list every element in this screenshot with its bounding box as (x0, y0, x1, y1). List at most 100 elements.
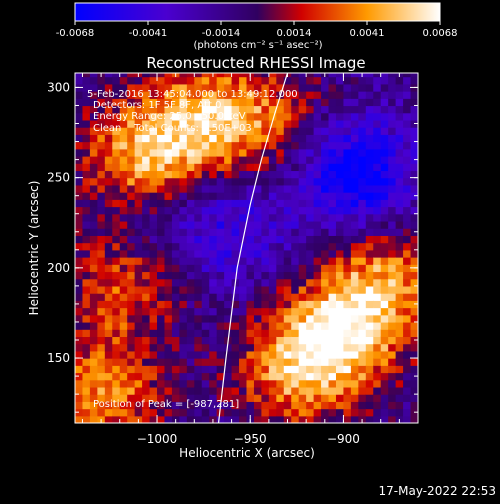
heatmap-cell (350, 119, 359, 128)
heatmap-cell (261, 271, 270, 280)
heatmap-cell (171, 170, 180, 179)
heatmap-cell (209, 321, 218, 330)
heatmap-cell (328, 112, 337, 121)
heatmap-cell (321, 285, 330, 294)
heatmap-cell (231, 394, 240, 402)
heatmap-cell (82, 199, 91, 208)
heatmap-cell (261, 98, 270, 107)
heatmap-cell (239, 134, 248, 143)
heatmap-cell (246, 372, 255, 381)
heatmap-cell (253, 206, 263, 215)
heatmap-cell (306, 394, 315, 402)
heatmap-cell (313, 271, 322, 280)
heatmap-cell (186, 365, 195, 374)
heatmap-cell (388, 134, 397, 143)
heatmap-cell (134, 343, 143, 352)
heatmap-cell (365, 401, 374, 410)
heatmap-cell (380, 372, 389, 381)
heatmap-cell (276, 213, 285, 222)
heatmap-cell (283, 228, 292, 236)
heatmap-cell (89, 192, 98, 200)
heatmap-cell (388, 213, 397, 222)
heatmap-cell (276, 271, 285, 280)
heatmap-cell (194, 249, 203, 258)
heatmap-cell (112, 372, 121, 381)
x-tick-label: −900 (327, 432, 360, 446)
heatmap-cell (194, 163, 203, 172)
heatmap-cell (388, 394, 397, 402)
heatmap-cell (328, 271, 337, 280)
heatmap-cell (224, 206, 233, 215)
heatmap-cell (239, 184, 248, 193)
heatmap-cell (321, 329, 330, 338)
heatmap-cell (350, 278, 359, 287)
heatmap-cell (104, 343, 113, 352)
heatmap-cell (119, 105, 128, 114)
heatmap-cell (127, 264, 136, 273)
heatmap-cell (119, 314, 128, 323)
heatmap-cell (186, 141, 195, 150)
heatmap-cell (335, 134, 345, 143)
heatmap-cell (201, 379, 210, 388)
heatmap-cell (395, 155, 404, 164)
heatmap-cell (104, 112, 113, 121)
heatmap-cell (321, 271, 330, 280)
heatmap-cell (149, 112, 158, 121)
heatmap-cell (365, 235, 374, 244)
heatmap-cell (194, 235, 203, 244)
heatmap-cell (261, 206, 270, 215)
heatmap-cell (134, 408, 143, 417)
heatmap-cell (186, 228, 195, 236)
heatmap-cell (380, 386, 389, 395)
heatmap-cell (388, 257, 397, 265)
heatmap-cell (313, 257, 322, 265)
heatmap-cell (127, 73, 136, 78)
heatmap-cell (403, 192, 412, 200)
x-axis-ticks: −1000 −950 −900 (81, 73, 419, 446)
heatmap-cell (201, 184, 210, 193)
heatmap-cell (201, 365, 210, 374)
heatmap-cell (201, 329, 210, 338)
heatmap-cell (186, 184, 195, 193)
heatmap-cell (97, 206, 106, 215)
heatmap-cell (388, 321, 397, 330)
heatmap-cell (164, 408, 173, 417)
heatmap-cell (380, 112, 389, 121)
heatmap-cell (403, 264, 412, 273)
heatmap-cell (209, 98, 218, 107)
heatmap-cell (82, 148, 91, 157)
heatmap-cell (283, 379, 292, 388)
heatmap-cell (89, 401, 98, 410)
heatmap-cell (239, 249, 248, 258)
heatmap-cell (194, 141, 203, 150)
heatmap-cell (261, 343, 270, 352)
heatmap-cell (373, 293, 382, 301)
heatmap-cell (403, 307, 412, 316)
heatmap-cell (298, 105, 307, 114)
heatmap-cell (89, 257, 98, 265)
heatmap-cell (343, 293, 352, 301)
heatmap-cell (142, 192, 151, 200)
heatmap-cell (179, 336, 188, 345)
heatmap-cell (171, 98, 180, 107)
heatmap-cell (186, 112, 195, 121)
heatmap-cell (134, 235, 143, 244)
heatmap-cell (89, 285, 98, 294)
plot-frame (74, 72, 419, 424)
heatmap-cell (164, 365, 173, 374)
heatmap-cell (186, 105, 195, 114)
heatmap-cell (365, 127, 374, 135)
heatmap-cell (82, 372, 91, 381)
heatmap-cell (365, 358, 374, 366)
heatmap-cell (231, 271, 240, 280)
heatmap-cell (261, 415, 270, 423)
heatmap-cell (224, 365, 233, 374)
heatmap-cell (179, 264, 188, 273)
heatmap-cell (343, 206, 352, 215)
heatmap-cell (104, 271, 113, 280)
heatmap-cell (298, 155, 307, 164)
heatmap-cell (171, 148, 180, 157)
heatmap-cell (157, 271, 166, 280)
heatmap-cell (142, 73, 151, 78)
heatmap-cell (149, 119, 158, 128)
